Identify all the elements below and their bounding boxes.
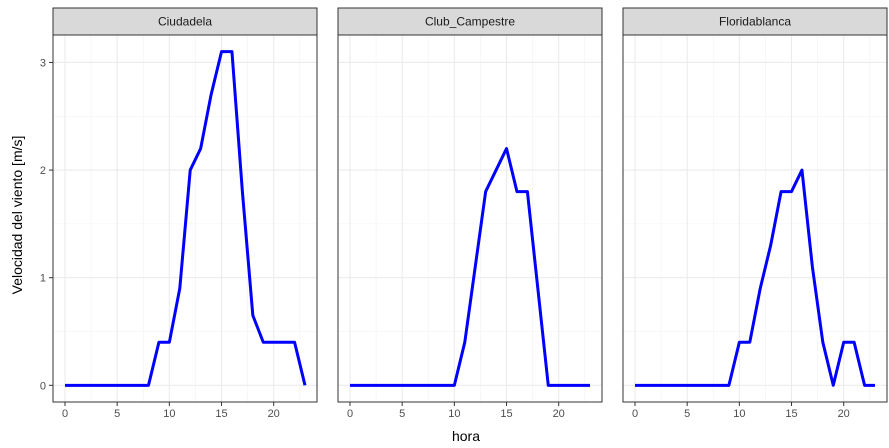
- x-tick-label: 20: [268, 408, 280, 420]
- y-tick-label: 0: [40, 380, 46, 392]
- facet-strip-label: Club_Campestre: [425, 15, 515, 29]
- x-tick-label: 5: [684, 408, 690, 420]
- x-tick-label: 10: [448, 408, 460, 420]
- series-line-ciudadela: [65, 50, 307, 387]
- series-line-floridablanca: [635, 168, 875, 387]
- y-tick-label: 2: [40, 165, 46, 177]
- y-tick-label: 3: [40, 57, 46, 69]
- series-line-club-campestre: [350, 147, 590, 387]
- x-tick-label: 20: [838, 408, 850, 420]
- x-tick-label: 10: [163, 408, 175, 420]
- panel-background: [623, 35, 887, 402]
- facet-panel-ciudadela: Ciudadela 0 5 10 15 20: [52, 7, 318, 420]
- facet-strip: [337, 7, 603, 36]
- facet-strip-label: Floridablanca: [719, 15, 791, 29]
- x-axis-title: hora: [452, 428, 480, 444]
- facet-panels: 0 1 2 3 Ciudadela 0 5 10 15 20 Club_Campestre 0 5 10 1…: [40, 7, 888, 420]
- x-tick-label: 5: [399, 408, 405, 420]
- x-tick-label: 20: [553, 408, 565, 420]
- panel-background: [338, 35, 602, 402]
- facet-strip: [622, 7, 888, 36]
- facet-strip-label: Ciudadela: [158, 15, 212, 29]
- x-tick-label: 0: [632, 408, 638, 420]
- facet-panel-club-campestre: Club_Campestre 0 5 10 15 20: [337, 7, 603, 420]
- facet-strip: [52, 7, 318, 36]
- x-tick-label: 15: [785, 408, 797, 420]
- x-tick-label: 10: [733, 408, 745, 420]
- x-tick-label: 0: [347, 408, 353, 420]
- y-tick-label: 1: [40, 273, 46, 285]
- facet-panel-floridablanca: Floridablanca 0 5 10 15 20: [622, 7, 888, 420]
- x-tick-label: 15: [215, 408, 227, 420]
- x-tick-label: 0: [62, 408, 68, 420]
- y-axis-title: Velocidad del viento [m/s]: [9, 136, 25, 295]
- x-tick-label: 15: [500, 408, 512, 420]
- x-tick-label: 5: [114, 408, 120, 420]
